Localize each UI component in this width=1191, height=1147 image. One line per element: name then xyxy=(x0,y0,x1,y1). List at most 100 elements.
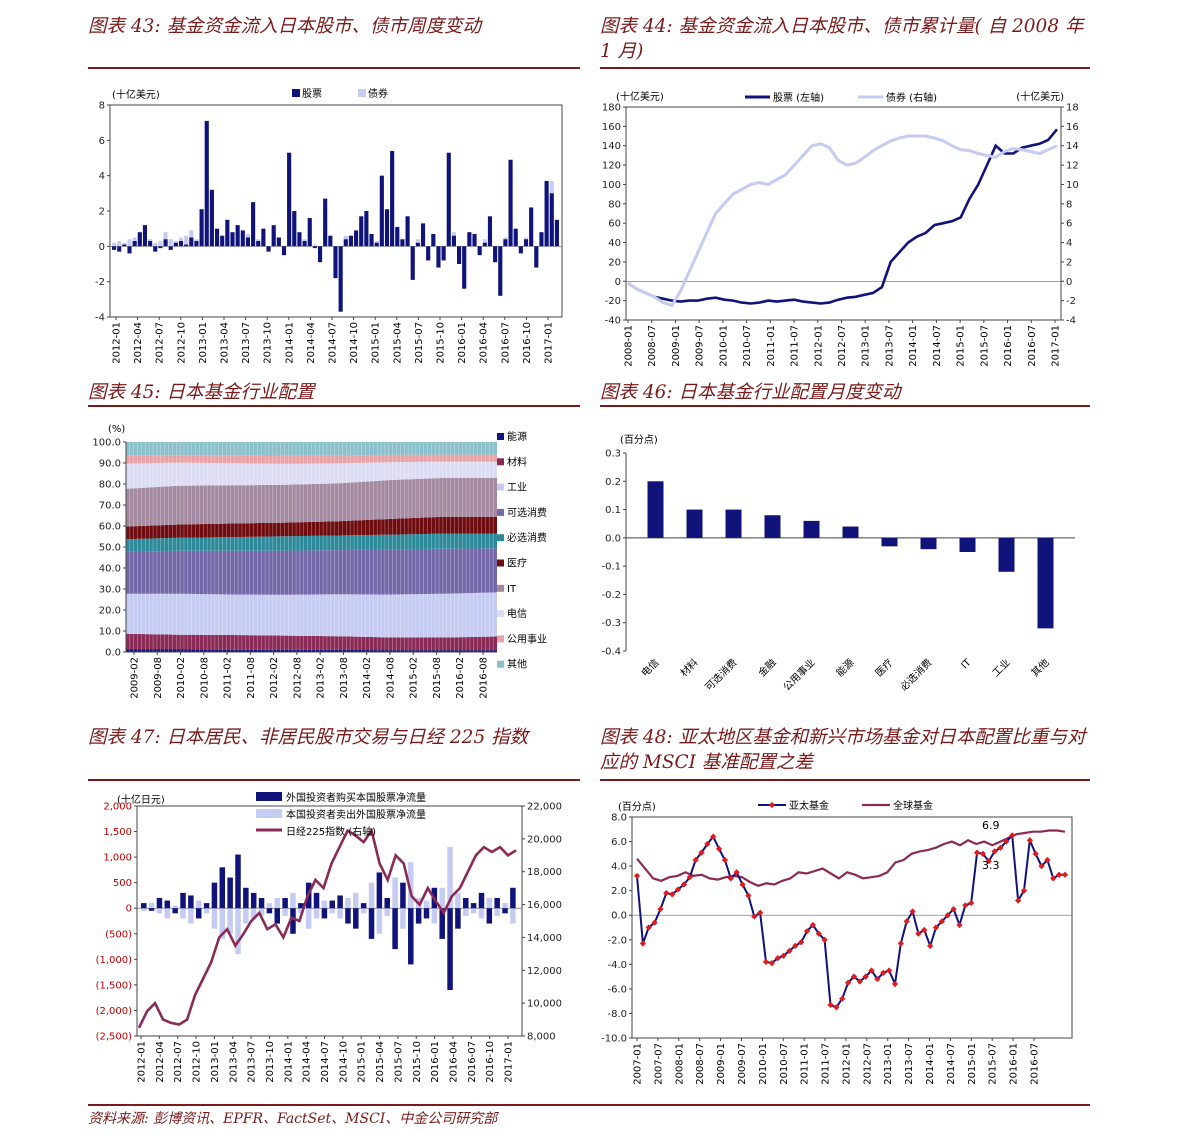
c48-marker-apac xyxy=(639,940,646,947)
c43-bar-stocks xyxy=(122,244,127,247)
c45-ytick-label: 40.0 xyxy=(99,564,121,575)
c44-plot-frame xyxy=(625,106,1062,321)
c43-bar-stocks xyxy=(487,216,493,247)
c47-bar-domestic xyxy=(478,908,485,919)
c43-xtick-label: 2013-10 xyxy=(263,322,274,364)
c48-marker-apac xyxy=(721,856,729,864)
c47-bar-domestic xyxy=(502,903,508,909)
c45-legend-label-6: IT xyxy=(507,584,517,595)
c45-xtick-label: 2010-02 xyxy=(176,657,187,699)
c43-bar-stocks xyxy=(477,246,482,256)
chart-title-46: 图表 46: 日本基金行业配置月度变动 xyxy=(600,382,901,403)
c47-bar-foreign xyxy=(195,908,202,919)
c46-ytick-label: 0.2 xyxy=(605,477,621,488)
c48-xtick-label: 2016-01 xyxy=(1009,1043,1020,1085)
c43-xtick-label: 2012-10 xyxy=(176,322,187,364)
c45-ytick-label: 90.0 xyxy=(99,459,121,470)
c46-ytick-label: -0.4 xyxy=(601,647,621,658)
c43-bar-stocks xyxy=(117,246,122,252)
c47-bar-foreign xyxy=(227,877,233,909)
c47-bar-foreign xyxy=(258,898,265,909)
c47-bar-domestic xyxy=(447,846,453,909)
c44-legend-label-bonds: 债券 (右轴) xyxy=(886,91,937,104)
c43-bar-stocks xyxy=(544,180,549,247)
c47-bar-domestic xyxy=(423,900,430,909)
c44-right-ytick-label: 10 xyxy=(1066,180,1079,191)
c44-xtick-label: 2013-07 xyxy=(884,325,895,367)
c43-bar-stocks xyxy=(163,239,168,247)
c43-xtick-label: 2012-01 xyxy=(112,322,123,364)
c48-marker-apac xyxy=(1032,850,1039,857)
c48-marker-apac xyxy=(715,845,723,853)
c48-marker-apac xyxy=(997,844,1004,851)
c48-xtick-label: 2009-07 xyxy=(737,1043,748,1085)
c48-xtick-label: 2008-07 xyxy=(695,1043,706,1085)
c48-xtick-label: 2008-01 xyxy=(674,1043,685,1085)
c46-bar-10 xyxy=(1037,537,1054,629)
c45-ytick-label: 60.0 xyxy=(99,522,121,533)
c43-xtick-label: 2016-04 xyxy=(479,322,490,364)
c48-marker-apac xyxy=(1044,856,1051,864)
c44-right-ytick-label: 6 xyxy=(1066,219,1072,230)
c48-xtick-label: 2013-01 xyxy=(883,1043,894,1085)
c44-xtick-label: 2010-01 xyxy=(718,325,729,367)
c47-xtick-label: 2012-04 xyxy=(155,1041,166,1083)
c47-bar-foreign xyxy=(345,908,351,924)
c47-left-ytick-label: 1,000 xyxy=(103,853,132,864)
c43-bar-stocks xyxy=(539,232,544,247)
c45-legend-swatch-8 xyxy=(497,635,504,643)
c48-marker-apac xyxy=(768,959,775,967)
c45-xtick-label: 2012-02 xyxy=(269,657,280,699)
c43-xtick-label: 2016-07 xyxy=(500,322,511,364)
c47-legend-label-0: 外国投资者购买本国股票净流量 xyxy=(286,791,426,804)
c48-marker-apac xyxy=(991,848,998,855)
c43-bar-stocks xyxy=(127,246,132,254)
c48-ytick-label: 0.0 xyxy=(611,911,627,922)
c46-ytick-label: 0.3 xyxy=(605,449,621,460)
c43-bar-stocks xyxy=(209,189,214,247)
c43-bar-stocks xyxy=(297,232,302,247)
c47-bar-domestic xyxy=(227,908,233,934)
c43-xtick-label: 2017-01 xyxy=(544,322,555,364)
c43-bar-stocks xyxy=(261,228,266,247)
c47-legend-label-1: 本国投资者卖出外国股票净流量 xyxy=(286,808,426,821)
c43-bar-bonds xyxy=(158,241,163,247)
c43-bar-stocks xyxy=(287,152,292,247)
c48-ytick-label: 6.0 xyxy=(611,837,627,848)
c43-bar-stocks xyxy=(395,226,400,247)
c45-xtick-label: 2015-02 xyxy=(409,657,420,699)
c48-marker-apac xyxy=(827,1001,834,1008)
c48-marker-apac xyxy=(680,881,688,888)
c45-xtick-label: 2016-02 xyxy=(455,657,466,699)
c44-xtick-label: 2012-07 xyxy=(837,325,848,367)
c45-legend-label-3: 可选消费 xyxy=(507,506,547,519)
c47-right-ytick-label: 20,000 xyxy=(527,834,562,845)
c48-marker-apac xyxy=(803,928,811,935)
c44-left-ytick-label: 140 xyxy=(602,141,621,152)
c43-bar-stocks xyxy=(503,239,508,247)
c43-plot-frame xyxy=(109,104,563,318)
c47-right-ytick-label: 14,000 xyxy=(527,933,562,944)
c43-bar-stocks xyxy=(534,246,539,268)
c44-xtick-label: 2013-01 xyxy=(861,325,872,367)
c44-left-ytick-label: 60 xyxy=(608,219,621,230)
c46-category-label: 电信 xyxy=(638,656,661,679)
c43-xtick-label: 2013-01 xyxy=(198,322,209,364)
c46-category-label: 必选消费 xyxy=(897,656,934,693)
c43-bar-stocks xyxy=(245,237,251,247)
c46-category-label: 其他 xyxy=(1028,656,1051,679)
c43-bar-stocks xyxy=(204,120,209,247)
c47-bar-domestic xyxy=(329,908,335,914)
c44-xtick-label: 2008-07 xyxy=(647,325,658,367)
c47-bar-foreign xyxy=(423,908,430,919)
c43-xtick-label: 2015-01 xyxy=(371,322,382,364)
c47-bar-foreign xyxy=(502,908,508,914)
c43-xtick-label: 2016-10 xyxy=(522,322,533,364)
c43-bar-stocks xyxy=(317,246,323,263)
c44-xtick-label: 2014-07 xyxy=(932,325,943,367)
c47-right-ytick-label: 8,000 xyxy=(527,1032,556,1043)
c47-xtick-label: 2014-01 xyxy=(283,1041,294,1083)
c47-bar-foreign xyxy=(313,892,320,909)
title-rule-44 xyxy=(600,67,1090,69)
c47-bar-foreign xyxy=(447,908,453,990)
